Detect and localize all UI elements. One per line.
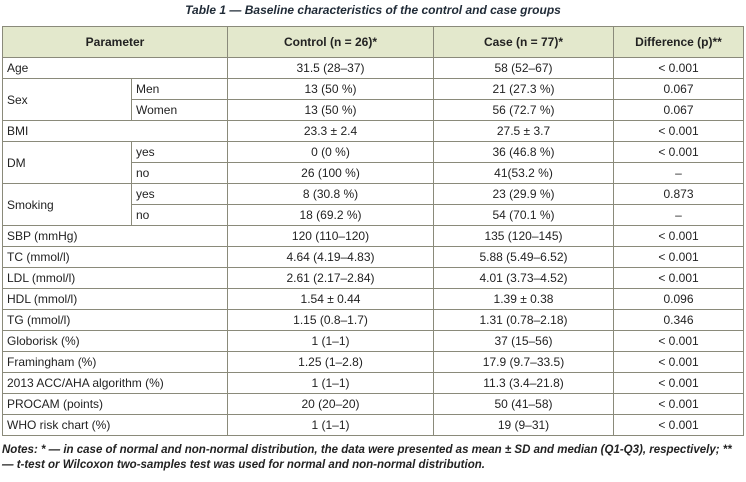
difference-value: < 0.001 xyxy=(613,141,744,163)
row-label: WHO risk chart (%) xyxy=(2,414,228,436)
table-row-bmi: BMI 23.3 ± 2.4 27.5 ± 3.7 < 0.001 xyxy=(2,120,744,142)
difference-value: < 0.001 xyxy=(613,414,744,436)
case-value: 1.39 ± 0.38 xyxy=(433,288,614,310)
control-value: 23.3 ± 2.4 xyxy=(227,120,434,142)
case-value: 23 (29.9 %) xyxy=(433,183,614,205)
row-label: DM xyxy=(2,141,132,184)
row-label: TG (mmol/l) xyxy=(2,309,228,331)
row-label: LDL (mmol/l) xyxy=(2,267,228,289)
difference-value: < 0.001 xyxy=(613,372,744,394)
table-row-sex-men: Sex Men 13 (50 %) 21 (27.3 %) 0.067 xyxy=(2,78,744,121)
row-sublabel: Men xyxy=(131,78,228,100)
case-value: 50 (41–58) xyxy=(433,393,614,415)
difference-value: 0.067 xyxy=(613,78,744,100)
case-value: 135 (120–145) xyxy=(433,225,614,247)
row-sublabel: no xyxy=(131,204,228,226)
case-value: 37 (15–56) xyxy=(433,330,614,352)
table-row-framingham: Framingham (%) 1.25 (1–2.8) 17.9 (9.7–33… xyxy=(2,351,744,373)
header-parameter: Parameter xyxy=(2,26,228,58)
table-row-who: WHO risk chart (%) 1 (1–1) 19 (9–31) < 0… xyxy=(2,414,744,436)
control-value: 26 (100 %) xyxy=(227,162,434,184)
control-value: 4.64 (4.19–4.83) xyxy=(227,246,434,268)
difference-value: < 0.001 xyxy=(613,225,744,247)
control-value: 1 (1–1) xyxy=(227,372,434,394)
row-label: HDL (mmol/l) xyxy=(2,288,228,310)
difference-value: 0.067 xyxy=(613,99,744,121)
table-row-tg: TG (mmol/l) 1.15 (0.8–1.7) 1.31 (0.78–2.… xyxy=(2,309,744,331)
table-row-smoking-no: no 18 (69.2 %) 54 (70.1 %) – xyxy=(3,204,744,226)
control-value: 31.5 (28–37) xyxy=(227,57,434,79)
row-label: Smoking xyxy=(2,183,132,226)
table-header-row: Parameter Control (n = 26)* Case (n = 77… xyxy=(2,26,744,58)
header-control: Control (n = 26)* xyxy=(227,26,434,58)
difference-value: < 0.001 xyxy=(613,330,744,352)
table-row-smoking-yes: Smoking yes 8 (30.8 %) 23 (29.9 %) 0.873 xyxy=(2,183,744,226)
case-value: 11.3 (3.4–21.8) xyxy=(433,372,614,394)
case-value: 19 (9–31) xyxy=(433,414,614,436)
case-value: 21 (27.3 %) xyxy=(433,78,614,100)
difference-value: – xyxy=(613,162,744,184)
difference-value: < 0.001 xyxy=(613,393,744,415)
baseline-characteristics-table: Parameter Control (n = 26)* Case (n = 77… xyxy=(2,26,744,436)
control-value: 1 (1–1) xyxy=(227,330,434,352)
row-label: TC (mmol/l) xyxy=(2,246,228,268)
table-row-hdl: HDL (mmol/l) 1.54 ± 0.44 1.39 ± 0.38 0.0… xyxy=(2,288,744,310)
table-row-acc-aha: 2013 ACC/AHA algorithm (%) 1 (1–1) 11.3 … xyxy=(2,372,744,394)
control-value: 2.61 (2.17–2.84) xyxy=(227,267,434,289)
control-value: 120 (110–120) xyxy=(227,225,434,247)
row-label: Framingham (%) xyxy=(2,351,228,373)
case-value: 17.9 (9.7–33.5) xyxy=(433,351,614,373)
control-value: 8 (30.8 %) xyxy=(227,183,434,205)
case-value: 56 (72.7 %) xyxy=(433,99,614,121)
difference-value: < 0.001 xyxy=(613,351,744,373)
row-sublabel: no xyxy=(131,162,228,184)
row-label: 2013 ACC/AHA algorithm (%) xyxy=(2,372,228,394)
table-notes: Notes: * — in case of normal and non-nor… xyxy=(2,444,732,471)
table-row-ldl: LDL (mmol/l) 2.61 (2.17–2.84) 4.01 (3.73… xyxy=(2,267,744,289)
difference-value: < 0.001 xyxy=(613,267,744,289)
control-value: 13 (50 %) xyxy=(227,78,434,100)
case-value: 41(53.2 %) xyxy=(433,162,614,184)
row-label: PROCAM (points) xyxy=(2,393,228,415)
row-sublabel: yes xyxy=(131,183,228,205)
case-value: 5.88 (5.49–6.52) xyxy=(433,246,614,268)
row-label: SBP (mmHg) xyxy=(2,225,228,247)
row-label: Sex xyxy=(2,78,132,121)
difference-value: 0.096 xyxy=(613,288,744,310)
row-label: Age xyxy=(2,57,228,79)
table-row-procam: PROCAM (points) 20 (20–20) 50 (41–58) < … xyxy=(2,393,744,415)
control-value: 1.15 (0.8–1.7) xyxy=(227,309,434,331)
row-sublabel: yes xyxy=(131,141,228,163)
case-value: 54 (70.1 %) xyxy=(433,204,614,226)
table-row-age: Age 31.5 (28–37) 58 (52–67) < 0.001 xyxy=(2,57,744,79)
difference-value: – xyxy=(613,204,744,226)
control-value: 18 (69.2 %) xyxy=(227,204,434,226)
control-value: 1.25 (1–2.8) xyxy=(227,351,434,373)
table-caption: Table 1 — Baseline characteristics of th… xyxy=(185,3,561,17)
difference-value: < 0.001 xyxy=(613,120,744,142)
row-sublabel: Women xyxy=(131,99,228,121)
case-value: 58 (52–67) xyxy=(433,57,614,79)
row-label: Globorisk (%) xyxy=(2,330,228,352)
header-case: Case (n = 77)* xyxy=(433,26,614,58)
row-label: BMI xyxy=(2,120,228,142)
control-value: 20 (20–20) xyxy=(227,393,434,415)
difference-value: < 0.001 xyxy=(613,246,744,268)
case-value: 1.31 (0.78–2.18) xyxy=(433,309,614,331)
difference-value: < 0.001 xyxy=(613,57,744,79)
table-row-sbp: SBP (mmHg) 120 (110–120) 135 (120–145) <… xyxy=(2,225,744,247)
case-value: 4.01 (3.73–4.52) xyxy=(433,267,614,289)
control-value: 1 (1–1) xyxy=(227,414,434,436)
difference-value: 0.346 xyxy=(613,309,744,331)
table-row-globorisk: Globorisk (%) 1 (1–1) 37 (15–56) < 0.001 xyxy=(2,330,744,352)
case-value: 27.5 ± 3.7 xyxy=(433,120,614,142)
difference-value: 0.873 xyxy=(613,183,744,205)
table-row-dm-yes: DM yes 0 (0 %) 36 (46.8 %) < 0.001 xyxy=(2,141,744,184)
table-row-tc: TC (mmol/l) 4.64 (4.19–4.83) 5.88 (5.49–… xyxy=(2,246,744,268)
control-value: 1.54 ± 0.44 xyxy=(227,288,434,310)
case-value: 36 (46.8 %) xyxy=(433,141,614,163)
control-value: 0 (0 %) xyxy=(227,141,434,163)
header-difference: Difference (p)** xyxy=(613,26,744,58)
control-value: 13 (50 %) xyxy=(227,99,434,121)
